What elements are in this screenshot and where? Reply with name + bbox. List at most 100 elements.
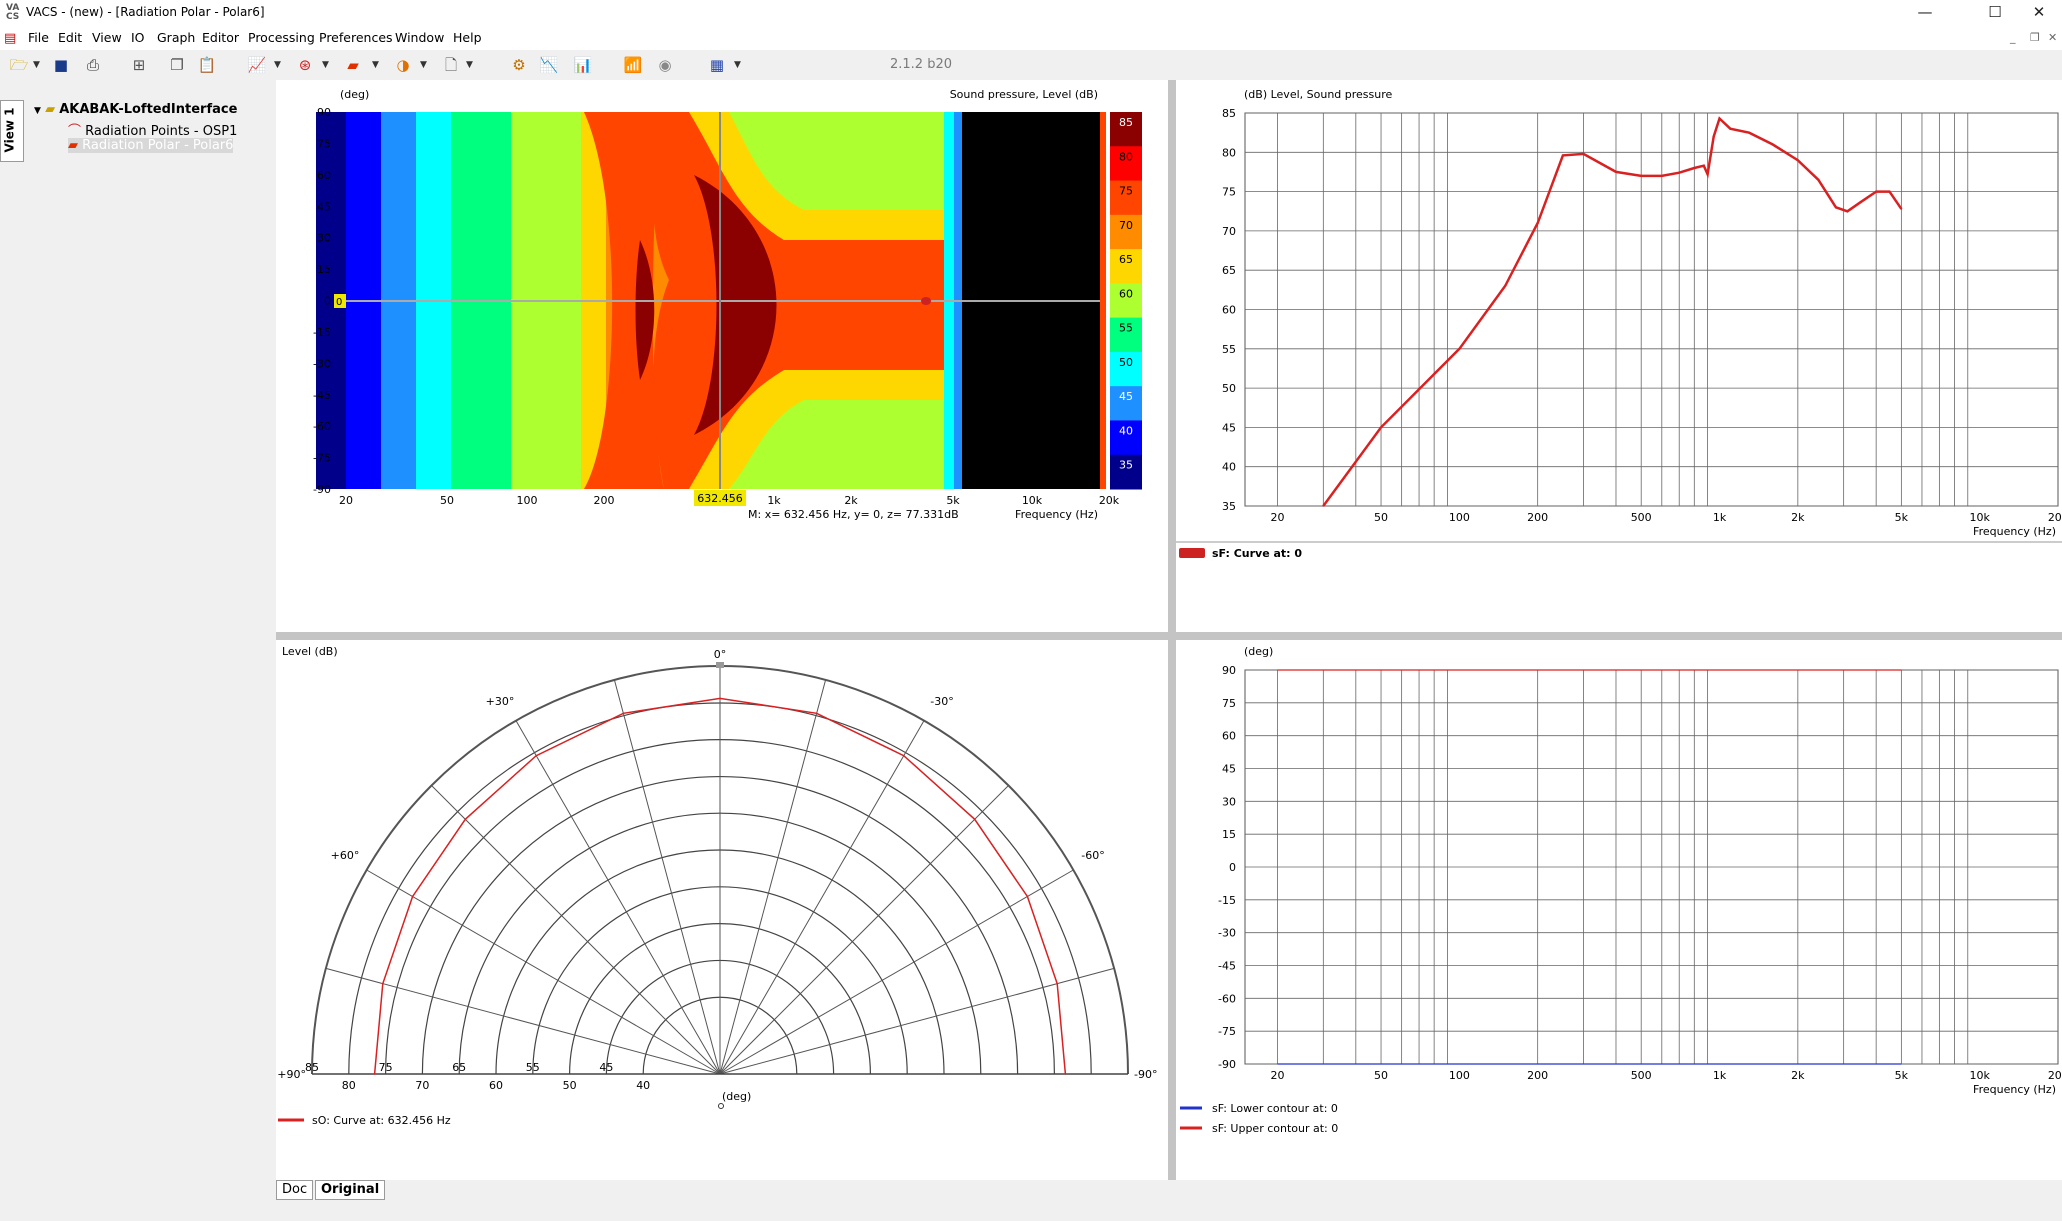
polar-spoke xyxy=(719,967,1115,1075)
menu-io[interactable]: IO xyxy=(131,30,145,45)
heatmap-ytick-label: -60 xyxy=(313,420,331,433)
heatmap-marker-point xyxy=(921,297,931,305)
contour-plot[interactable]: (deg) Sound pressure, Level (dB) 0 90 75 60 45… xyxy=(276,80,1168,632)
heatmap-xtick-label: 5k xyxy=(946,494,960,507)
contour-angle-plot[interactable]: (deg) 90 75 60 45 30 15 0 -15 -30 -45 -60 -75 -90 20 50… xyxy=(1176,640,2062,1180)
menu-help[interactable]: Help xyxy=(453,30,482,45)
table-dropdown-icon[interactable]: ▼ xyxy=(734,60,741,70)
level-xtick-label: 20k xyxy=(2048,511,2062,524)
contour-dropdown-icon[interactable]: ▼ xyxy=(372,60,379,70)
colorbar-tick-label: 50 xyxy=(1119,356,1133,369)
tree-icon[interactable]: ⊞ xyxy=(132,56,146,74)
vertical-splitter[interactable] xyxy=(1168,80,1176,1180)
polar-spoke xyxy=(431,785,721,1075)
heatmap-ytick-label: -90 xyxy=(313,483,331,496)
graph-dropdown-icon[interactable]: ▼ xyxy=(274,60,281,70)
heatmap-xtick-label: 10k xyxy=(1022,494,1043,507)
polar-series-point xyxy=(973,818,976,821)
polar-legend-label: sO: Curve at: 632.456 Hz xyxy=(312,1114,451,1127)
contour-ytick-label: 15 xyxy=(1222,828,1236,841)
polar-radial-label: 70 xyxy=(415,1079,429,1092)
tab-doc[interactable]: Doc xyxy=(276,1180,314,1200)
colorbar-tick-label: 70 xyxy=(1119,219,1133,232)
heatmap-xtick-label: 100 xyxy=(517,494,538,507)
menu-preferences[interactable]: Preferences xyxy=(319,30,393,45)
heatmap-ytick-label: -15 xyxy=(313,326,331,339)
contour-xtick-label: 20 xyxy=(1271,1069,1285,1082)
polar-dropdown-icon[interactable]: ▼ xyxy=(322,60,329,70)
disabled-tool-icon[interactable]: ◉ xyxy=(658,56,672,74)
open-folder-icon[interactable]: 🗁 xyxy=(9,56,29,74)
level-series-point xyxy=(1846,210,1849,213)
contour-angle-panel: (deg) 90 75 60 45 30 15 0 -15 -30 -45 -60 -75 -90 20 50… xyxy=(1176,640,2062,1180)
menu-file[interactable]: File xyxy=(28,30,49,45)
page-dropdown-icon[interactable]: ▼ xyxy=(466,60,473,70)
level-series-point xyxy=(1582,153,1585,155)
contour-icon[interactable]: ▰ xyxy=(347,56,359,74)
colorbar-tick-label: 65 xyxy=(1119,253,1133,266)
heatmap-ytick-label: -45 xyxy=(313,389,331,402)
graph-icon[interactable]: 📈 xyxy=(247,56,267,74)
menu-editor[interactable]: Editor xyxy=(202,30,239,45)
open-dropdown-icon[interactable]: ▼ xyxy=(33,60,40,70)
close-button[interactable]: ✕ xyxy=(2032,3,2046,21)
mdi-restore-icon[interactable]: ❐ xyxy=(2030,31,2040,44)
colorbar-tick-label: 80 xyxy=(1119,150,1133,163)
tree-item-root[interactable]: ▼ ▰ AKABAK-LoftedInterface xyxy=(34,102,238,117)
heatmap-marker-label: 0 xyxy=(336,297,342,308)
menu-window[interactable]: Window xyxy=(395,30,445,45)
contour-ytick-label: -15 xyxy=(1218,894,1236,907)
menu-processing[interactable]: Processing xyxy=(248,30,315,45)
polar-spoke xyxy=(325,967,721,1075)
heatmap-zlabel: Sound pressure, Level (dB) xyxy=(950,88,1098,101)
balloon-icon[interactable]: ◑ xyxy=(396,56,410,74)
heatmap-cursor-label: 632.456 xyxy=(697,492,743,505)
polar-spoke xyxy=(613,679,721,1075)
colorbar-tick-label: 55 xyxy=(1119,322,1133,335)
tree-item-radiation-points[interactable]: ⌒ Radiation Points - OSP1 xyxy=(68,124,238,139)
mdi-close-icon[interactable]: ✕ xyxy=(2048,31,2058,44)
menu-graph[interactable]: Graph xyxy=(157,30,196,45)
tree-item-radiation-polar[interactable]: ▰ Radiation Polar - Polar6 xyxy=(68,138,234,153)
polar-icon[interactable]: ⊛ xyxy=(298,56,312,74)
contour-ytick-label: -60 xyxy=(1218,992,1236,1005)
save-icon[interactable]: ■ xyxy=(53,56,69,74)
mdi-minimize-icon[interactable]: _ xyxy=(2010,31,2016,44)
level-ytick-label: 55 xyxy=(1222,343,1236,356)
menu-edit[interactable]: Edit xyxy=(58,30,83,45)
level-xtick-label: 1k xyxy=(1713,511,1727,524)
colorbar-swatch xyxy=(1110,454,1142,490)
version-label: 2.1.2 b20 xyxy=(890,57,953,72)
heatmap-ytick-label: 75 xyxy=(317,137,331,150)
level-series-point xyxy=(1693,167,1696,169)
print-icon[interactable]: ⎙ xyxy=(86,56,99,74)
level-series-point xyxy=(1504,285,1506,287)
paste-icon[interactable]: 📋 xyxy=(197,56,217,74)
minimize-button[interactable]: — xyxy=(1917,3,1933,21)
level-xtick-label: 500 xyxy=(1631,511,1652,524)
menu-view[interactable]: View xyxy=(92,30,122,45)
collapse-icon[interactable]: ▼ xyxy=(34,106,41,116)
level-ytick-label: 75 xyxy=(1222,186,1236,199)
copy-icon[interactable]: ❐ xyxy=(170,56,184,74)
calc-icon[interactable]: ⚙ xyxy=(512,56,526,74)
tab-view-1[interactable]: View 1 xyxy=(0,100,24,162)
level-series-point xyxy=(1729,127,1732,130)
maximize-button[interactable]: ☐ xyxy=(1988,3,2002,21)
tab-original[interactable]: Original xyxy=(315,1180,386,1200)
polar-radial-label: 75 xyxy=(379,1061,393,1074)
level-series-point xyxy=(1678,171,1681,174)
response-icon[interactable]: 📊 xyxy=(573,56,593,74)
polar-plot[interactable]: Level (dB) 0° +30° -30° +60° -60° +90° -90° 85 80… xyxy=(276,640,1168,1180)
freq-response-icon[interactable]: 📉 xyxy=(539,56,559,74)
level-ytick-label: 80 xyxy=(1222,146,1236,159)
balloon-dropdown-icon[interactable]: ▼ xyxy=(420,60,427,70)
horizontal-splitter[interactable] xyxy=(276,632,2062,640)
level-plot[interactable]: (dB) Level, Sound pressure 85 80 75 70 65 60 55… xyxy=(1176,80,2062,632)
document-icon[interactable]: ▤ xyxy=(4,31,17,46)
menu-bar: ▤ File Edit View IO Graph Editor Process… xyxy=(0,26,2062,50)
analysis-icon[interactable]: 📶 xyxy=(623,56,643,74)
table-icon[interactable]: ▦ xyxy=(709,56,725,74)
heatmap-ytick-label: 30 xyxy=(317,232,331,245)
new-page-icon[interactable]: 🗋 xyxy=(444,56,458,74)
